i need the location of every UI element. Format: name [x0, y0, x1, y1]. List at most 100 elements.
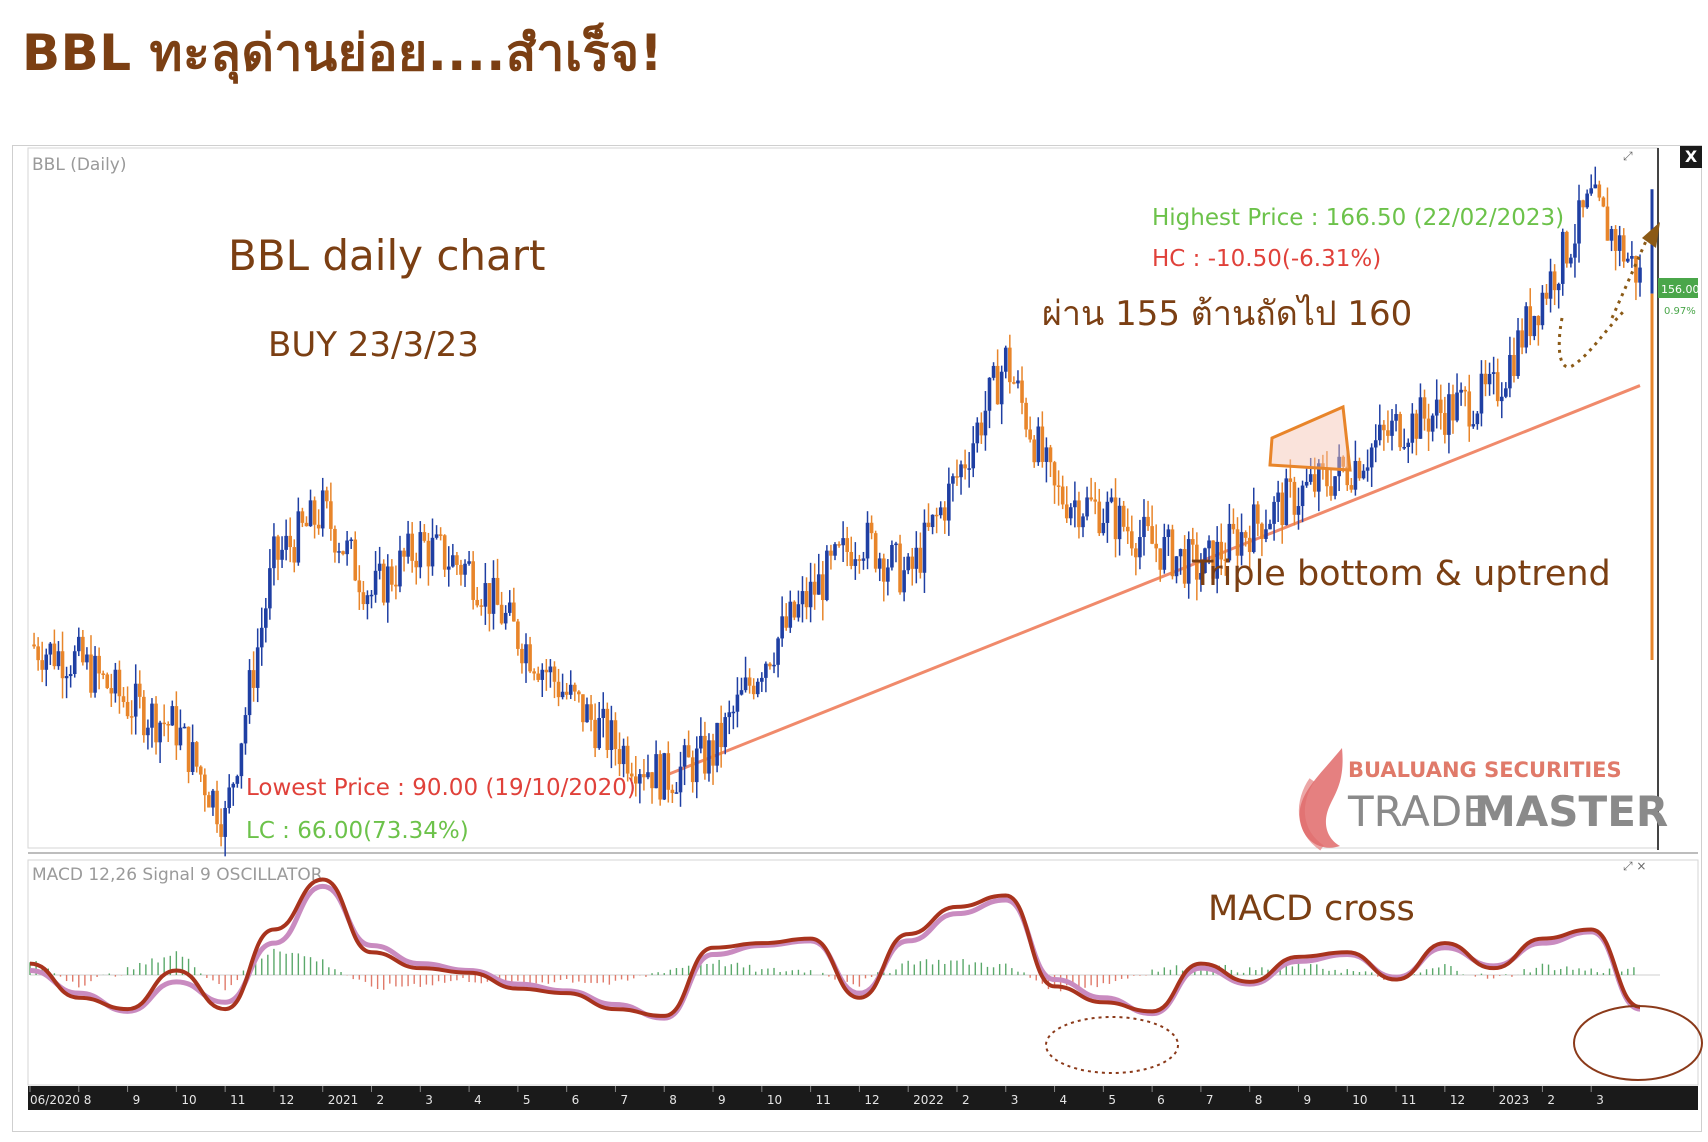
- price-candle: [1219, 523, 1224, 576]
- price-candle: [934, 507, 939, 534]
- x-tick-label: 9: [1303, 1093, 1311, 1107]
- price-candle: [1471, 410, 1476, 429]
- price-candle: [670, 784, 675, 803]
- price-candle: [32, 632, 36, 649]
- price-candle: [223, 800, 227, 857]
- price-candle: [1312, 457, 1317, 498]
- price-candle: [1069, 503, 1073, 526]
- price-candle: [1443, 396, 1447, 444]
- x-tick-label: 7: [1206, 1093, 1214, 1107]
- price-candle: [715, 722, 719, 773]
- price-candle: [589, 694, 593, 732]
- price-candle: [1195, 532, 1199, 601]
- price-candle: [1386, 410, 1390, 443]
- price-candle: [1125, 508, 1130, 544]
- price-candle: [471, 551, 475, 610]
- price-candle: [390, 559, 394, 592]
- price-candle: [463, 559, 467, 587]
- price-candle: [430, 518, 435, 576]
- price-candle: [97, 647, 101, 690]
- price-candle: [308, 489, 313, 527]
- price-candle: [658, 750, 662, 806]
- price-candle: [146, 719, 150, 750]
- x-tick-label: 2: [962, 1093, 970, 1107]
- price-candle: [1373, 424, 1378, 463]
- price-candle: [568, 670, 573, 700]
- price-candle: [56, 641, 61, 670]
- price-candle: [1056, 470, 1061, 506]
- price-candle: [540, 663, 545, 697]
- price-candle: [377, 546, 382, 580]
- price-candle: [1626, 252, 1630, 263]
- price-candle: [869, 515, 874, 540]
- price-candle: [1101, 508, 1106, 536]
- x-tick-label: 8: [84, 1093, 92, 1107]
- x-tick-label: 2022: [913, 1093, 944, 1107]
- price-candle: [1565, 230, 1569, 268]
- expand-icon[interactable]: ⤢: [1622, 149, 1633, 163]
- price-candle: [125, 686, 130, 719]
- price-candle: [784, 603, 789, 631]
- price-candle: [52, 629, 57, 670]
- price-candle: [142, 690, 146, 743]
- price-candle: [316, 509, 321, 535]
- price-candle: [987, 377, 992, 429]
- price-candle: [385, 554, 390, 623]
- price-candle: [418, 521, 423, 579]
- price-candle: [1548, 258, 1553, 313]
- price-candle: [1044, 437, 1049, 483]
- price-candle: [894, 541, 898, 563]
- price-candle: [491, 560, 496, 630]
- price-candle: [357, 565, 362, 610]
- price-candle: [1333, 476, 1337, 500]
- price-candle: [1296, 487, 1301, 530]
- price-candle: [1186, 531, 1191, 599]
- price-candle: [72, 645, 77, 678]
- price-candle: [337, 542, 341, 564]
- price-candle: [133, 664, 138, 735]
- price-candle: [780, 596, 784, 647]
- price-candle: [101, 670, 105, 680]
- x-tick-label: 2: [1547, 1093, 1555, 1107]
- price-candle: [1150, 505, 1154, 545]
- buy-note: BUY 23/3/23: [268, 325, 479, 365]
- price-candle: [1337, 444, 1341, 492]
- price-candle: [548, 659, 553, 688]
- price-candle: [1455, 373, 1459, 423]
- macd-cross-ellipse-1: [1045, 1016, 1179, 1074]
- price-candle: [1487, 362, 1492, 396]
- price-candle: [162, 704, 166, 737]
- macd-expand-icon[interactable]: ⤢ ×: [1622, 859, 1646, 873]
- price-candle: [1182, 535, 1187, 589]
- price-candle: [1032, 435, 1037, 468]
- close-button[interactable]: X: [1680, 146, 1702, 168]
- price-candle: [1573, 223, 1577, 278]
- x-tick-label: 11: [230, 1093, 245, 1107]
- price-candle: [849, 536, 854, 570]
- price-candle: [1532, 315, 1537, 341]
- price-candle: [422, 524, 427, 543]
- price-candle: [1077, 491, 1081, 539]
- price-candle: [560, 673, 565, 700]
- price-candle: [166, 721, 171, 742]
- price-candle: [1463, 386, 1467, 407]
- change-tag: 0.97%: [1664, 306, 1696, 317]
- price-candle: [536, 666, 541, 683]
- price-candle: [727, 700, 732, 735]
- price-candle: [1569, 253, 1573, 268]
- price-candle: [731, 705, 736, 730]
- price-candle: [621, 738, 626, 778]
- price-candle: [1227, 503, 1232, 563]
- price-candle: [438, 527, 443, 541]
- price-candle: [642, 759, 646, 791]
- price-candle: [381, 559, 386, 606]
- x-tick-label: 3: [425, 1093, 433, 1107]
- price-candle: [329, 482, 333, 541]
- price-candle: [1540, 285, 1545, 330]
- price-candle: [1426, 403, 1431, 451]
- price-candle: [345, 530, 349, 566]
- brand-company: BUALUANG SECURITIES: [1348, 758, 1622, 782]
- price-candle: [821, 561, 825, 621]
- price-candle: [219, 808, 223, 847]
- price-candle: [922, 509, 927, 593]
